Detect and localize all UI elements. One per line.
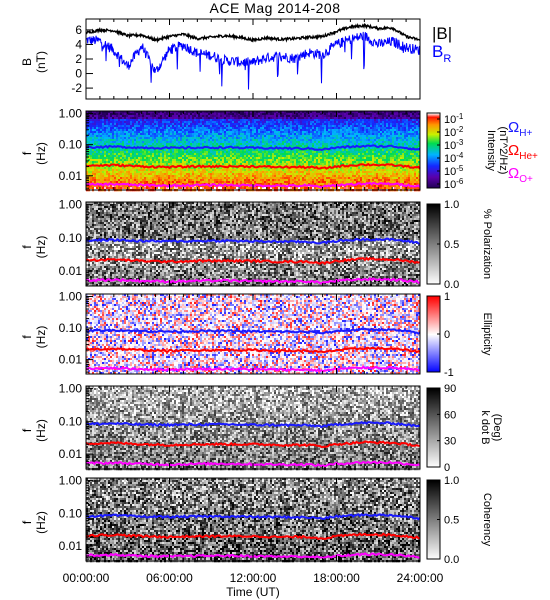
- colorbar-tick-4-0: 0: [444, 462, 450, 474]
- y-tick-label-0-1: 0: [75, 67, 82, 81]
- spectrogram-cells-5: [86, 478, 421, 563]
- colorbar-4: [427, 388, 440, 468]
- gyro-legend-he: ΩHe+: [508, 142, 538, 162]
- y-tick-label-5-1: 0.10: [59, 506, 83, 520]
- colorbar-tick-3-2: 1: [444, 291, 450, 303]
- colorbar-tick-3-0: -1: [444, 367, 454, 379]
- series-line-total-b: [86, 22, 420, 44]
- svg-text:(nT): (nT): [34, 51, 48, 73]
- colorbar-5: [427, 480, 440, 560]
- gyro-legend-o: ΩO+: [508, 165, 533, 185]
- y-axis-label-4: f: [20, 428, 34, 432]
- colorbar-tick-5-2: 1.0: [444, 475, 459, 487]
- gyro-line-h-1: [85, 144, 421, 152]
- gyro-line-he-1: [85, 162, 421, 170]
- x-tick-label-0: 00:00:00: [63, 571, 110, 585]
- y-tick-label-4-1: 0.10: [59, 414, 83, 428]
- y-tick-label-3-1: 0.10: [59, 321, 83, 335]
- y-axis-label-5: f: [20, 520, 34, 524]
- colorbar-tick-1-0: 10-1: [444, 112, 464, 126]
- colorbar-label-2: % Polarization: [481, 209, 493, 279]
- y-tick-label-0-2: 2: [75, 52, 82, 66]
- y-tick-label-4-0: 0.01: [59, 447, 83, 461]
- y-tick-label-4-2: 1.00: [59, 382, 83, 396]
- legend-total-b: |B|: [432, 24, 452, 43]
- y-axis-label-0: B: [20, 58, 34, 66]
- colorbar-tick-1-3: 10-4: [444, 151, 464, 165]
- colorbar-tick-4-1: 30: [444, 436, 456, 448]
- figure-title: ACE Mag 2014-208: [0, 0, 550, 16]
- gyro-line-h-4: [85, 421, 421, 429]
- legend-br: BR: [432, 42, 451, 65]
- gyro-line-h-2: [85, 237, 421, 245]
- y-axis-label-3: f: [20, 335, 34, 339]
- x-axis-label: Time (UT): [226, 585, 280, 599]
- series-line-br: [86, 31, 420, 90]
- y-tick-label-1-2: 1.00: [59, 106, 83, 120]
- colorbar-2: [427, 204, 440, 285]
- x-tick-label-1: 06:00:00: [146, 571, 193, 585]
- spectrogram-cells-3: [86, 294, 421, 375]
- colorbar-tick-5-0: 0.0: [444, 554, 459, 566]
- colorbar-tick-1-4: 10-5: [444, 164, 464, 178]
- colorbar-tick-1-2: 10-3: [444, 138, 464, 152]
- colorbar-label-1: Intensity: [485, 130, 497, 171]
- x-tick-label-3: 18:00:00: [313, 571, 360, 585]
- y-axis-label-2: f: [20, 245, 34, 249]
- colorbar-tick-4-2: 60: [444, 409, 456, 421]
- gyro-line-h-5: [85, 512, 421, 521]
- y-tick-label-2-2: 1.00: [59, 198, 83, 212]
- colorbar-tick-1-1: 10-2: [444, 125, 464, 139]
- gyro-line-he-2: [85, 256, 421, 266]
- colorbar-tick-4-3: 90: [444, 383, 456, 395]
- y-tick-label-1-0: 0.01: [59, 169, 83, 183]
- y-tick-label-0-3: 4: [75, 37, 82, 51]
- y-tick-label-0-0: -2: [71, 81, 82, 95]
- colorbar-label-5: Coherency: [481, 493, 493, 547]
- colorbar-tick-2-1: 0.5: [444, 239, 459, 251]
- x-tick-label-4: 24:00:00: [397, 571, 444, 585]
- colorbar-frame-1: [426, 112, 441, 189]
- y-tick-label-5-0: 0.01: [59, 539, 83, 553]
- y-tick-label-0-4: 6: [75, 23, 82, 37]
- colorbar-label-4: k dot B: [479, 410, 491, 444]
- y-tick-label-3-2: 1.00: [59, 289, 83, 303]
- y-axis-label-1: f: [20, 151, 34, 155]
- colorbar-tick-3-1: 0: [444, 329, 450, 341]
- colorbar-3: [427, 296, 440, 373]
- colorbar-1: [427, 113, 440, 189]
- spectrogram-cells-4: [86, 386, 421, 471]
- spectrogram-cells-2: [86, 202, 421, 287]
- spectrogram-cells-1: [86, 111, 421, 192]
- colorbar-tick-2-2: 1.0: [444, 199, 459, 211]
- colorbar-tick-5-1: 0.5: [444, 515, 459, 527]
- gyro-legend-h: ΩH+: [508, 119, 532, 139]
- y-tick-label-2-0: 0.01: [59, 264, 83, 278]
- colorbar-label-3: Ellipticity: [481, 313, 493, 356]
- y-tick-label-1-1: 0.10: [59, 138, 83, 152]
- x-tick-label-2: 12:00:00: [230, 571, 277, 585]
- y-tick-label-5-2: 1.00: [59, 474, 83, 488]
- y-tick-label-3-0: 0.01: [59, 353, 83, 367]
- colorbar-frame-4: [426, 387, 441, 468]
- colorbar-tick-1-5: 10-6: [444, 177, 464, 191]
- colorbar-tick-2-0: 0.0: [444, 279, 459, 291]
- gyro-line-he-5: [85, 532, 421, 541]
- gyro-line-he-4: [85, 440, 421, 449]
- gyro-line-he-3: [85, 346, 421, 354]
- gyro-line-h-3: [85, 327, 421, 335]
- y-tick-label-2-1: 0.10: [59, 231, 83, 245]
